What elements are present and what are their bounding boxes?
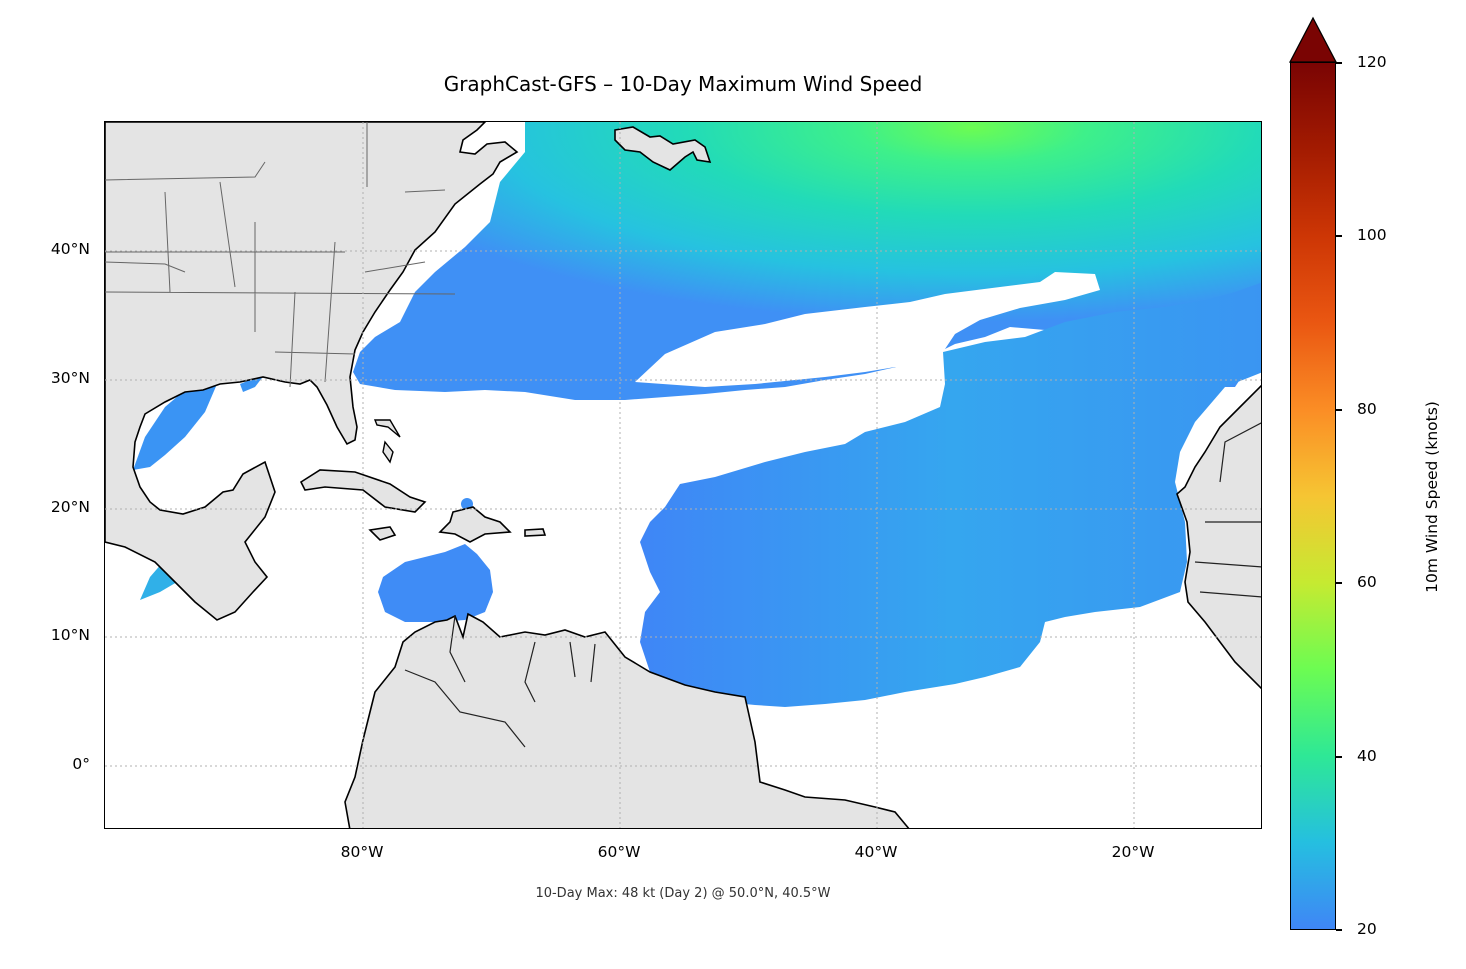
colorbar-tick [1336, 756, 1342, 758]
colorbar-label-60: 60 [1357, 573, 1377, 591]
tropical-atlantic-wind-field [640, 282, 1261, 707]
map-plot-area [104, 121, 1262, 829]
land-puerto-rico [524, 528, 547, 537]
chart-title: GraphCast-GFS – 10-Day Maximum Wind Spee… [443, 72, 923, 96]
y-tick-10n: 10°N [50, 626, 90, 644]
x-tick-60w: 60°W [597, 843, 641, 861]
colorbar-label-100: 100 [1357, 226, 1387, 244]
land-cuba [299, 469, 427, 513]
x-tick-80w: 80°W [340, 843, 384, 861]
country-borders [404, 422, 1261, 748]
y-tick-30n: 30°N [50, 369, 90, 387]
y-tick-40n: 40°N [50, 240, 90, 258]
caribbean-wind-field [378, 544, 493, 622]
colorbar [1290, 62, 1336, 930]
colorbar-extend-arrow [1288, 16, 1338, 63]
y-tick-equator: 0° [72, 755, 90, 773]
max-wind-annotation: 10-Day Max: 48 kt (Day 2) @ 50.0°N, 40.5… [535, 886, 831, 901]
calm-gap [635, 272, 1100, 387]
colorbar-label-120: 120 [1357, 53, 1387, 71]
colorbar-label-80: 80 [1357, 400, 1377, 418]
land-hispaniola [438, 506, 512, 543]
land-jamaica [368, 526, 397, 541]
land-newfoundland [614, 126, 712, 171]
colorbar-title: 10m Wind Speed (knots) [1423, 401, 1441, 593]
colorbar-tick [1336, 409, 1342, 411]
x-tick-40w: 40°W [854, 843, 898, 861]
wind-speed-map [105, 122, 1261, 828]
land-africa [1176, 384, 1261, 690]
colorbar-label-20: 20 [1357, 920, 1377, 938]
north-atlantic-wind-field [353, 122, 1261, 400]
gridlines [105, 122, 1261, 828]
land-south-america [344, 612, 910, 828]
colorbar-label-40: 40 [1357, 747, 1377, 765]
colorbar-tick [1336, 582, 1342, 584]
colorbar-tick [1336, 62, 1342, 64]
colorbar-tick [1336, 929, 1342, 931]
gulf-of-mexico-wind-field [133, 384, 217, 470]
colorbar-tick [1336, 235, 1342, 237]
x-tick-20w: 20°W [1111, 843, 1155, 861]
y-tick-20n: 20°N [50, 498, 90, 516]
state-borders [105, 122, 456, 388]
